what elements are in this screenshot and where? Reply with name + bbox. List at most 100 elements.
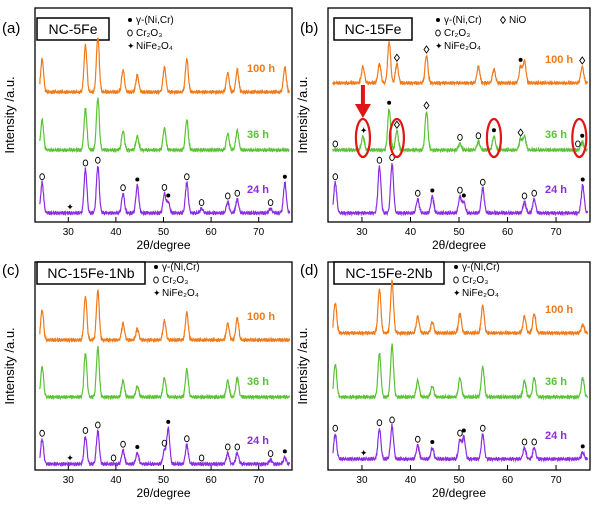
x-tick-label: 70 <box>253 227 265 238</box>
peak-marker-diamond <box>393 53 400 63</box>
peak-marker-dot <box>387 100 392 105</box>
peak-marker-ring <box>575 140 581 148</box>
legend-symbol-ring <box>153 276 159 284</box>
peak-marker-ring <box>161 183 168 191</box>
legend-label: Cr₂O₃ <box>462 275 488 286</box>
legend-symbol-ring <box>435 29 441 37</box>
legend-label: NiFe₂O₄ <box>462 288 499 299</box>
x-tick-label: 30 <box>63 227 75 238</box>
peak-marker-diamond <box>423 101 430 110</box>
panel-label: (c) <box>2 262 20 279</box>
legend-label: γ-(Ni,Cr) <box>162 262 200 273</box>
peak-marker-dot <box>491 128 496 133</box>
peak-marker-ring <box>198 199 205 207</box>
legend: γ-(Ni,Cr) NiO Cr₂O₃✦ NiFe₂O₄ <box>435 15 526 52</box>
series-label: 100 h <box>247 63 275 75</box>
peak-marker-ring <box>224 192 231 200</box>
panel-c: 30 40 50 60 70 2θ/degree Intensity /a.u. (c) NC-… <box>2 261 293 500</box>
series-line <box>332 343 589 401</box>
peak-marker-ring <box>475 132 482 140</box>
y-axis-label: Intensity /a.u. <box>295 327 310 404</box>
peak-marker-diamond <box>579 56 586 65</box>
peak-marker-dot <box>135 445 140 449</box>
legend-symbol-ring <box>453 276 459 284</box>
legend-symbol-dot <box>128 18 132 22</box>
peak-marker-star: ✦ <box>66 202 74 212</box>
y-axis-label: Intensity /a.u. <box>295 76 310 153</box>
peak-marker-ring <box>234 189 241 197</box>
series-line <box>332 163 589 217</box>
chart-title: NC-15Fe-1Nb <box>47 265 134 281</box>
peak-marker-ring <box>332 424 339 432</box>
peak-marker-ring <box>376 156 383 164</box>
peak-marker-ring <box>120 184 126 192</box>
arrow-head <box>354 104 371 118</box>
y-axis-label: Intensity /a.u. <box>2 327 17 404</box>
x-tick-label: 40 <box>110 227 122 238</box>
peak-marker-dot <box>430 440 435 444</box>
peak-marker-ring <box>457 186 463 194</box>
x-tick-label: 50 <box>453 475 465 486</box>
panel-a: 30 40 50 60 70 2θ/degree Intensity /a.u. (a) NC-… <box>2 7 293 252</box>
peak-marker-ring <box>234 443 241 451</box>
title-box <box>333 261 445 285</box>
peak-marker-ring <box>480 178 486 186</box>
highlight-circle <box>388 117 405 159</box>
peak-marker-ring <box>457 133 463 141</box>
x-tick-label: 70 <box>550 227 562 238</box>
peak-marker-ring <box>415 189 421 197</box>
legend-symbol-ring <box>127 29 133 37</box>
legend-symbol-dot <box>436 18 440 22</box>
peak-marker-ring <box>184 435 190 443</box>
peak-marker-dot <box>461 193 466 198</box>
x-tick-label: 60 <box>502 227 514 238</box>
series-line <box>39 37 291 96</box>
series-label: 36 h <box>247 376 269 388</box>
series-line <box>332 424 589 463</box>
legend-label: NiFe₂O₄ <box>136 41 173 52</box>
peak-marker-diamond <box>423 45 430 54</box>
peak-marker-ring <box>82 427 89 434</box>
peak-marker-dot <box>430 188 435 193</box>
peak-marker-ring <box>120 440 126 448</box>
panel-b: 30 40 50 60 70 2θ/degree Intensity /a.u. (b) NC-… <box>295 7 591 252</box>
peak-marker-ring <box>480 424 486 432</box>
series-line <box>332 41 589 87</box>
series-line <box>39 345 291 401</box>
x-axis-label: 2θ/degree <box>136 486 190 500</box>
x-tick-label: 50 <box>158 475 170 486</box>
x-tick-label: 50 <box>453 227 465 238</box>
peak-marker-star: ✦ <box>66 453 74 463</box>
series-line <box>39 166 291 217</box>
chart-title: NC-15Fe-2Nb <box>345 265 432 281</box>
peak-marker-ring <box>82 159 89 167</box>
peak-marker-dot <box>282 174 287 179</box>
peak-marker-star: ✦ <box>360 448 368 458</box>
y-axis-label: Intensity /a.u. <box>2 76 17 153</box>
series-label: 36 h <box>545 129 567 141</box>
peak-marker-ring <box>457 429 463 437</box>
title-box <box>36 17 110 41</box>
peak-marker-ring <box>267 199 274 207</box>
peak-marker-diamond <box>393 120 400 130</box>
title-box <box>36 261 146 285</box>
peak-marker-star: ✦ <box>360 125 368 135</box>
x-tick-label: 40 <box>110 475 122 486</box>
peak-marker-ring <box>267 450 274 458</box>
peak-marker-ring <box>332 173 339 181</box>
peak-marker-dot <box>580 133 585 138</box>
peak-marker-ring <box>415 435 421 443</box>
peak-marker-ring <box>224 443 231 451</box>
x-tick-label: 60 <box>206 475 218 486</box>
highlight-circle <box>354 117 372 159</box>
series-label: 100 h <box>247 311 275 323</box>
series-line <box>332 279 589 337</box>
peak-marker-ring <box>332 140 339 148</box>
x-tick-label: 40 <box>405 227 417 238</box>
peak-marker-ring <box>39 429 45 437</box>
series-line <box>39 97 290 154</box>
x-tick-label: 40 <box>405 475 417 486</box>
series-label: 24 h <box>247 184 269 196</box>
x-tick-label: 30 <box>356 227 368 238</box>
